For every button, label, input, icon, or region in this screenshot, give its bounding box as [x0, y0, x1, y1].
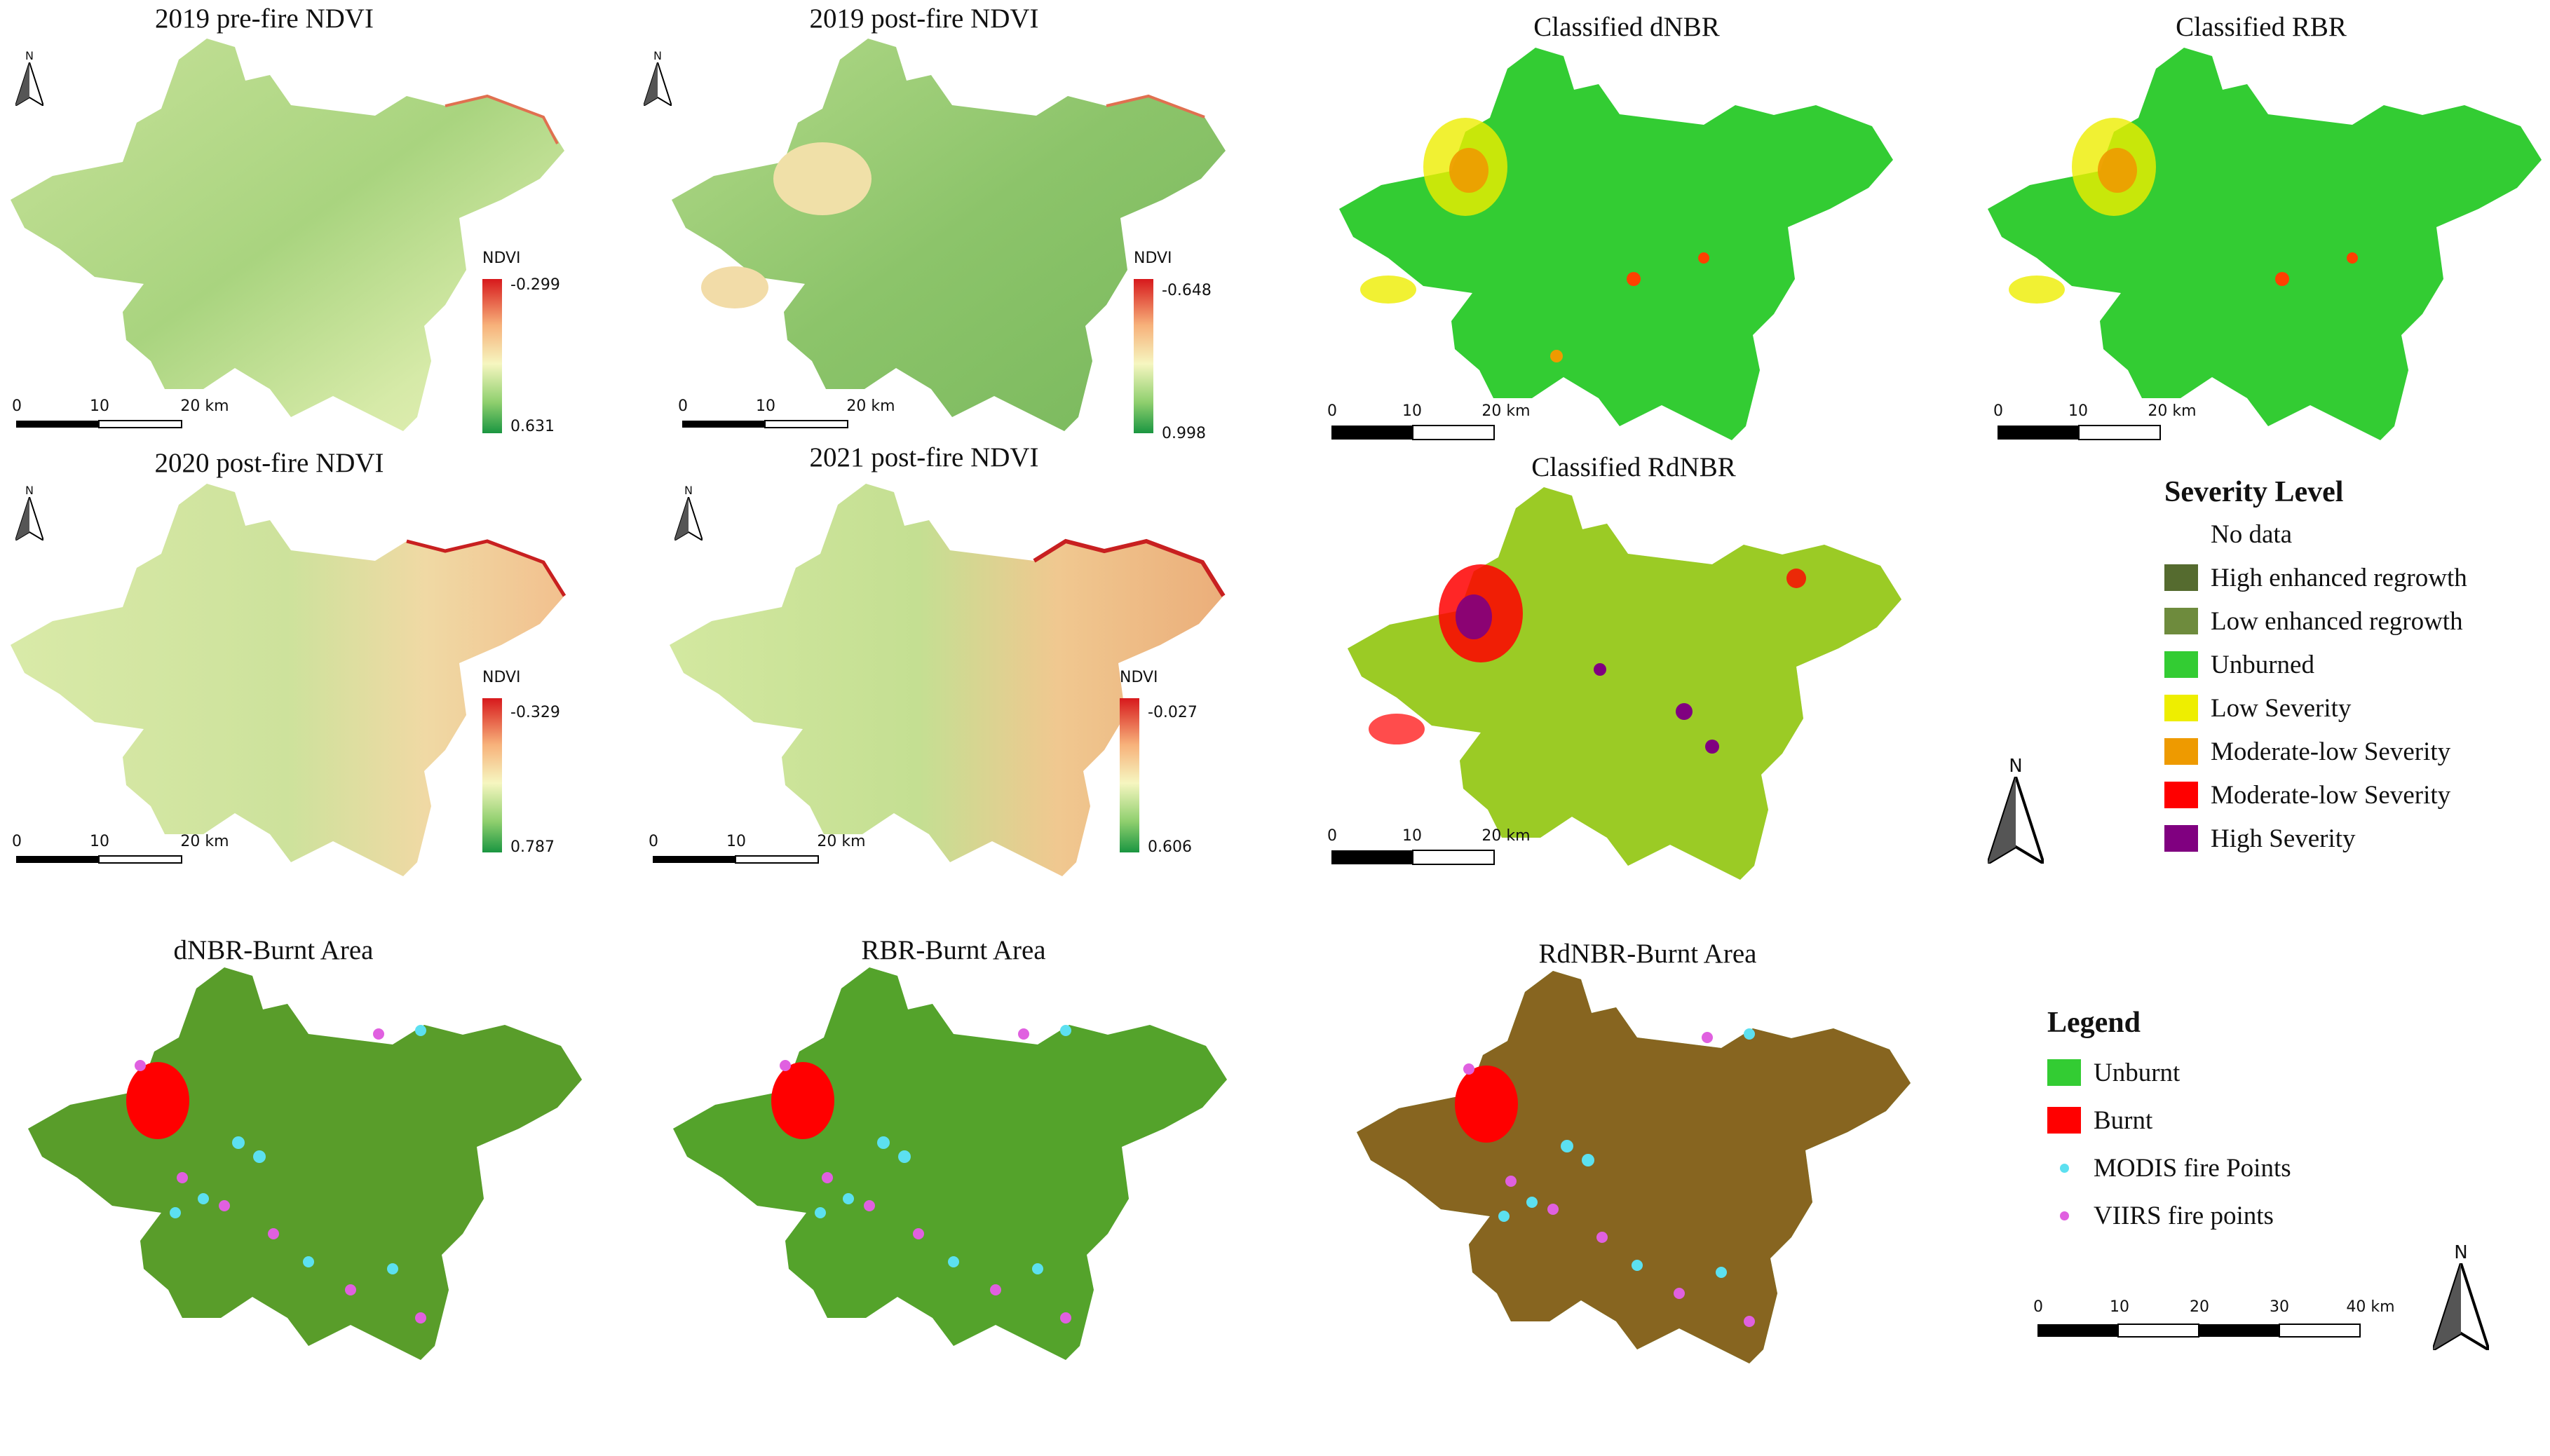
north-arrow-icon: N: [15, 49, 44, 109]
classified-map: [1339, 48, 1893, 440]
legend-swatch: [2047, 1059, 2081, 1086]
panel-title: 2019 post-fire NDVI: [809, 4, 1039, 34]
panel-title: RdNBR-Burnt Area: [1538, 939, 1757, 969]
legend-swatch: [2164, 564, 2198, 591]
colorbar-max: -0.648: [1162, 282, 1212, 299]
panel-title: Classified RdNBR: [1531, 452, 1736, 482]
burnt-map: [1357, 971, 1911, 1363]
legend-swatch: [2164, 825, 2198, 852]
legend-swatch: [2164, 521, 2198, 547]
panel-title: Classified RBR: [2176, 12, 2347, 42]
colorbar-max: -0.299: [510, 276, 560, 294]
north-arrow-icon: N: [2432, 1242, 2490, 1354]
ndvi-map: [11, 484, 567, 876]
colorbar-title: NDVI: [482, 669, 521, 686]
colorbar-title: NDVI: [1120, 669, 1158, 686]
classified-map: [1348, 487, 1901, 880]
north-arrow-icon: N: [1986, 756, 2045, 867]
panel-title: 2019 pre-fire NDVI: [155, 4, 374, 34]
panel-title: dNBR-Burnt Area: [173, 935, 374, 965]
colorbar-max: -0.329: [510, 704, 560, 721]
legend-item: High Severity: [2164, 823, 2356, 854]
legend-item: Burnt: [2047, 1105, 2152, 1136]
panel-title: 2020 post-fire NDVI: [154, 448, 384, 478]
colorbar-min: 0.998: [1162, 425, 1206, 442]
colorbar-title: NDVI: [1134, 250, 1172, 267]
colorbar-min: 0.606: [1148, 838, 1192, 856]
colorbar-title: NDVI: [482, 250, 521, 267]
legend-item: VIIRS fire points: [2047, 1200, 2274, 1231]
severity-legend-title: Severity Level: [2164, 476, 2344, 508]
legend-item: High enhanced regrowth: [2164, 562, 2467, 593]
legend-swatch: [2164, 782, 2198, 808]
legend-swatch: [2047, 1155, 2081, 1181]
colorbar-min: 0.631: [510, 418, 555, 435]
legend-item: Moderate-low Severity: [2164, 736, 2450, 767]
legend-item: Unburnt: [2047, 1057, 2180, 1088]
colorbar-min: 0.787: [510, 838, 555, 856]
legend-swatch: [2164, 695, 2198, 721]
legend-swatch: [2164, 738, 2198, 765]
legend-swatch: [2047, 1107, 2081, 1134]
ndvi-map: [672, 39, 1226, 431]
north-arrow-icon: N: [643, 49, 672, 109]
legend-swatch: [2047, 1202, 2081, 1229]
legend-item: No data: [2164, 519, 2292, 550]
legend-swatch: [2164, 651, 2198, 678]
legend-item: MODIS fire Points: [2047, 1152, 2291, 1183]
legend-swatch: [2164, 608, 2198, 634]
north-arrow-icon: N: [15, 484, 44, 544]
classified-map: [1988, 48, 2542, 440]
panel-title: 2021 post-fire NDVI: [809, 442, 1039, 472]
legend-item: Unburned: [2164, 649, 2314, 680]
burn-legend-title: Legend: [2047, 1007, 2141, 1039]
panel-title: RBR-Burnt Area: [861, 935, 1046, 965]
legend-item: Moderate-low Severity: [2164, 780, 2450, 810]
colorbar-max: -0.027: [1148, 704, 1198, 721]
ndvi-map: [670, 484, 1226, 876]
legend-item: Low Severity: [2164, 693, 2351, 723]
legend-item: Low enhanced regrowth: [2164, 606, 2463, 637]
burnt-map: [28, 967, 582, 1360]
north-arrow-icon: N: [674, 484, 703, 544]
ndvi-map: [11, 39, 564, 431]
burnt-map: [673, 967, 1227, 1360]
panel-title: Classified dNBR: [1533, 12, 1720, 42]
